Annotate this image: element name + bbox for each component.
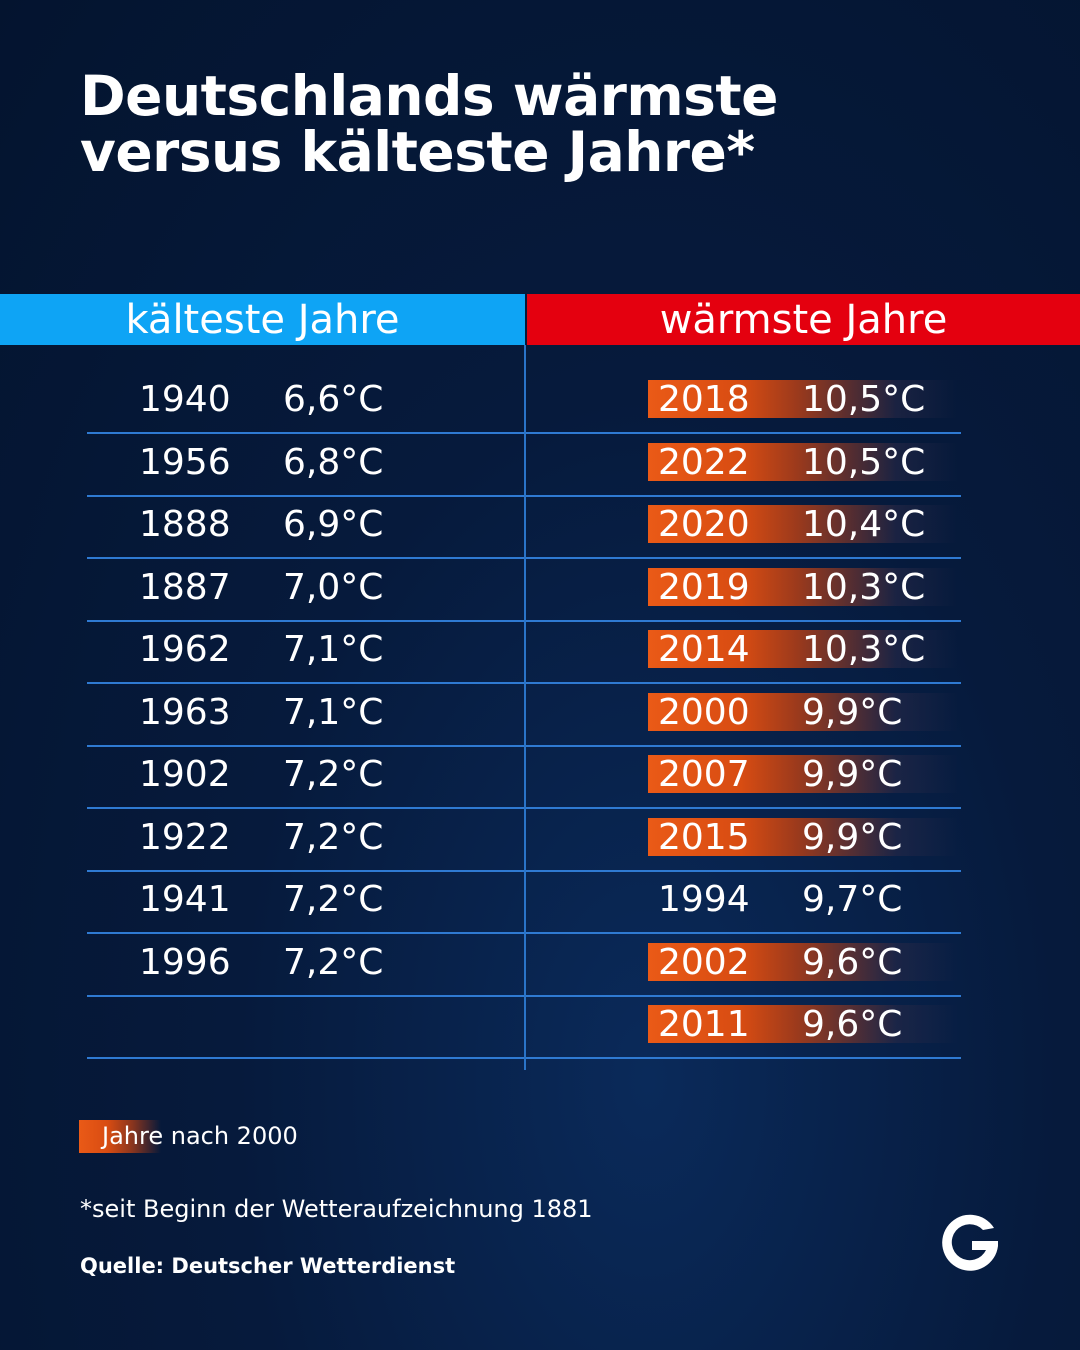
header-warmest-years: wärmste Jahre [527,294,1080,345]
row-separator [526,745,961,747]
row-separator [87,557,524,559]
year-cell: 2007 [658,754,750,795]
year-cell: 2014 [658,629,750,670]
year-cell: 1902 [139,754,231,795]
source-text: Quelle: Deutscher Wetterdienst [80,1254,456,1278]
row-separator [87,807,524,809]
temperature-cell: 9,9°C [802,754,903,795]
column-divider [524,345,526,1070]
legend-swatch [79,1120,161,1153]
g-logo-icon [942,1214,998,1271]
year-cell: 1994 [658,879,750,920]
temperature-cell: 7,1°C [283,691,384,733]
row-separator [526,1057,961,1059]
highlight-bar [648,442,958,481]
temperature-cell: 9,9°C [802,816,903,858]
page-title: Deutschlands wärmste versus kälteste Jah… [80,68,1000,180]
year-cell: 1940 [139,379,231,420]
year-cell: 1996 [139,941,231,983]
year-cell: 2000 [658,691,750,733]
year-cell: 2002 [658,941,750,983]
year-cell: 1887 [139,566,231,608]
year-cell: 2018 [658,379,750,420]
highlight-bar [648,942,958,981]
legend-label: Jahre nach 2000 [102,1122,298,1150]
highlight-bar [648,755,958,793]
row-separator [526,807,961,809]
temperature-cell: 7,2°C [283,816,384,858]
temperature-cell: 7,1°C [283,629,384,670]
title-line-1: Deutschlands wärmste [80,64,778,128]
year-cell: 1941 [139,879,231,920]
row-separator [526,432,961,434]
temperature-cell: 7,2°C [283,754,384,795]
row-separator [87,495,524,497]
temperature-cell: 10,4°C [802,504,926,545]
row-separator [526,495,961,497]
row-separator [526,995,961,997]
row-separator [526,682,961,684]
year-cell: 2015 [658,816,750,858]
temperature-cell: 10,3°C [802,566,926,608]
highlight-bar [648,630,958,668]
highlight-bar [648,1005,958,1043]
highlight-bar [648,380,958,418]
row-separator [87,932,524,934]
temperature-cell: 7,0°C [283,566,384,608]
temperature-cell: 10,5°C [802,441,926,483]
row-separator [87,620,524,622]
row-separator [526,557,961,559]
year-cell: 2019 [658,566,750,608]
highlight-bar [648,692,958,731]
temperature-cell: 9,9°C [802,691,903,733]
highlight-bar [648,817,958,856]
row-separator [526,932,961,934]
row-separator [526,620,961,622]
highlight-bar [648,505,958,543]
row-separator [87,745,524,747]
year-cell: 1963 [139,691,231,733]
temperature-cell: 10,3°C [802,629,926,670]
row-separator [87,432,524,434]
row-separator [87,682,524,684]
year-cell: 2020 [658,504,750,545]
row-separator [526,870,961,872]
temperature-cell: 6,6°C [283,379,384,420]
temperature-cell: 9,6°C [802,941,903,983]
temperature-cell: 10,5°C [802,379,926,420]
temperature-cell: 7,2°C [283,879,384,920]
footnote: *seit Beginn der Wetteraufzeichnung 1881 [80,1195,593,1223]
year-cell: 1888 [139,504,231,545]
year-cell: 2022 [658,441,750,483]
temperature-cell: 6,9°C [283,504,384,545]
row-separator [87,995,524,997]
year-cell: 1956 [139,441,231,483]
temperature-cell: 9,7°C [802,879,903,920]
title-line-2: versus kälteste Jahre* [80,120,755,184]
temperature-cell: 7,2°C [283,941,384,983]
year-cell: 1962 [139,629,231,670]
temperature-cell: 6,8°C [283,441,384,483]
header-coldest-years: kälteste Jahre [0,294,525,345]
row-separator [87,870,524,872]
year-cell: 2011 [658,1004,750,1045]
temperature-cell: 9,6°C [802,1004,903,1045]
year-cell: 1922 [139,816,231,858]
highlight-bar [648,567,958,606]
row-separator [87,1057,524,1059]
